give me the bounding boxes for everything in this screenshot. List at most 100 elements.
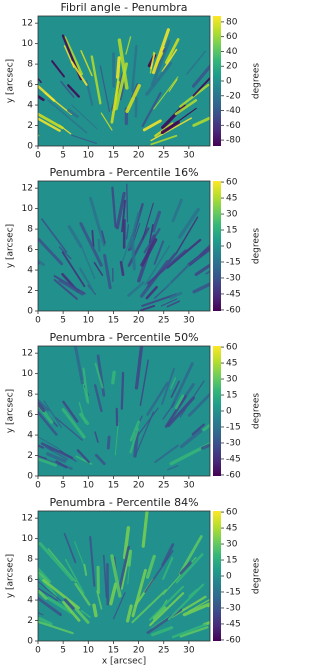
fibril-stripe xyxy=(150,52,156,70)
axes-frame xyxy=(37,15,211,147)
x-tick-label: 15 xyxy=(108,481,119,491)
colorbar-tick-label: 40 xyxy=(226,47,238,57)
fibril-stripe xyxy=(41,442,54,452)
y-tick-label: 8 xyxy=(27,390,33,400)
axes-frame xyxy=(37,345,211,477)
fibril-stripe xyxy=(121,234,133,263)
fibril-stripe xyxy=(145,285,158,300)
fibril-stripe xyxy=(109,582,118,606)
fibril-stripe xyxy=(55,460,68,469)
heatmap-texture xyxy=(38,28,210,146)
y-tick-label: 8 xyxy=(27,225,33,235)
y-tick-label: 6 xyxy=(27,80,33,90)
fibril-stripe xyxy=(194,263,210,277)
panel-title: Fibril angle - Penumbra xyxy=(60,1,187,14)
fibril-stripe xyxy=(79,222,103,267)
fibril-stripe xyxy=(125,224,130,240)
fibril-stripe xyxy=(179,626,209,638)
fibril-stripe xyxy=(103,253,112,290)
fibril-stripe xyxy=(125,36,132,55)
colorbar-tick-label: -60 xyxy=(226,305,241,315)
fibril-stripe xyxy=(67,108,79,118)
fibril-stripe xyxy=(38,259,45,267)
colorbar xyxy=(213,511,221,641)
fibril-stripe xyxy=(67,84,80,98)
axes-frame xyxy=(37,510,211,642)
y-tick-label: 4 xyxy=(27,101,33,111)
y-tick-label: 0 xyxy=(27,637,33,647)
fibril-stripe xyxy=(38,617,53,626)
fibril-stripe xyxy=(161,103,186,130)
fibril-stripe xyxy=(169,291,183,300)
fibril-stripe xyxy=(101,230,106,244)
fibril-stripe xyxy=(114,62,128,111)
colorbar-tick-label: -15 xyxy=(226,422,241,432)
colorbar-tick-label: -30 xyxy=(226,273,241,283)
fibril-stripe xyxy=(71,104,98,130)
fibril-stripe xyxy=(167,465,179,471)
fibril-stripe xyxy=(153,76,179,110)
fibril-stripe xyxy=(148,224,154,244)
x-tick-label: 15 xyxy=(108,316,119,326)
fibril-stripe xyxy=(192,282,210,294)
fibril-stripe xyxy=(71,134,97,144)
colorbar-tick-label: -15 xyxy=(226,587,241,597)
fibril-stripe xyxy=(38,84,56,102)
colorbar-tick-label: 0 xyxy=(226,407,232,417)
fibril-stripe xyxy=(150,134,178,146)
colorbar-tick-label: 15 xyxy=(226,226,237,236)
fibril-stripe xyxy=(179,429,203,449)
colorbar-label: degrees xyxy=(252,558,262,595)
colorbar-tick-label: -60 xyxy=(226,121,241,131)
y-tick-label: 6 xyxy=(27,575,33,585)
x-tick-label: 30 xyxy=(183,151,195,161)
fibril-stripe xyxy=(83,564,88,576)
fibril-stripe xyxy=(151,210,162,233)
y-axis-label: y [arcsec] xyxy=(6,59,16,103)
fibril-stripe xyxy=(164,38,180,64)
fibril-stripe xyxy=(155,52,164,68)
fibril-stripe xyxy=(131,44,138,93)
fibril-stripe xyxy=(38,134,40,137)
panel-title: Penumbra - Percentile 50% xyxy=(49,331,198,344)
fibril-stripe xyxy=(164,395,187,428)
fibril-stripe xyxy=(133,430,139,458)
colorbar-tick-label: -30 xyxy=(226,438,241,448)
fibril-stripe xyxy=(38,436,60,450)
y-tick-label: 2 xyxy=(27,286,33,296)
y-tick-label: 10 xyxy=(22,534,34,544)
fibril-stripe xyxy=(38,596,62,617)
fibril-stripe xyxy=(96,590,103,610)
fibril-stripe xyxy=(144,549,174,593)
fibril-stripe xyxy=(170,362,194,408)
fibril-stripe xyxy=(154,444,179,464)
fibril-stripe xyxy=(202,423,210,432)
x-tick-label: 5 xyxy=(60,481,66,491)
fibril-stripe xyxy=(94,362,104,389)
y-tick-label: 2 xyxy=(27,121,33,131)
fibril-stripe xyxy=(58,279,84,296)
colorbar-tick-label: 0 xyxy=(226,242,232,252)
heatmap-texture xyxy=(38,183,210,311)
fibril-stripe xyxy=(38,587,59,602)
fibril-stripe xyxy=(38,117,61,132)
fibril-stripe xyxy=(146,381,169,416)
colorbar xyxy=(213,16,221,146)
fibril-stripe xyxy=(187,598,210,613)
fibril-stripe xyxy=(46,452,67,463)
fibril-stripe xyxy=(128,211,140,249)
colorbar-tick-label: -45 xyxy=(226,619,241,629)
fibril-stripe xyxy=(145,61,173,96)
colorbar-tick-label: 30 xyxy=(226,375,238,385)
fibril-stripe xyxy=(63,598,75,610)
colorbar-tick-label: 45 xyxy=(226,524,237,534)
fibril-stripe xyxy=(170,377,177,390)
colorbar-tick-label: 30 xyxy=(226,540,238,550)
y-tick-label: 10 xyxy=(22,204,34,214)
fibril-stripe xyxy=(125,83,141,113)
fibril-stripe xyxy=(131,589,167,624)
fibril-stripe xyxy=(131,568,147,618)
x-tick-label: 15 xyxy=(108,646,119,656)
fibril-stripe xyxy=(97,238,101,252)
x-tick-label: 25 xyxy=(158,481,169,491)
